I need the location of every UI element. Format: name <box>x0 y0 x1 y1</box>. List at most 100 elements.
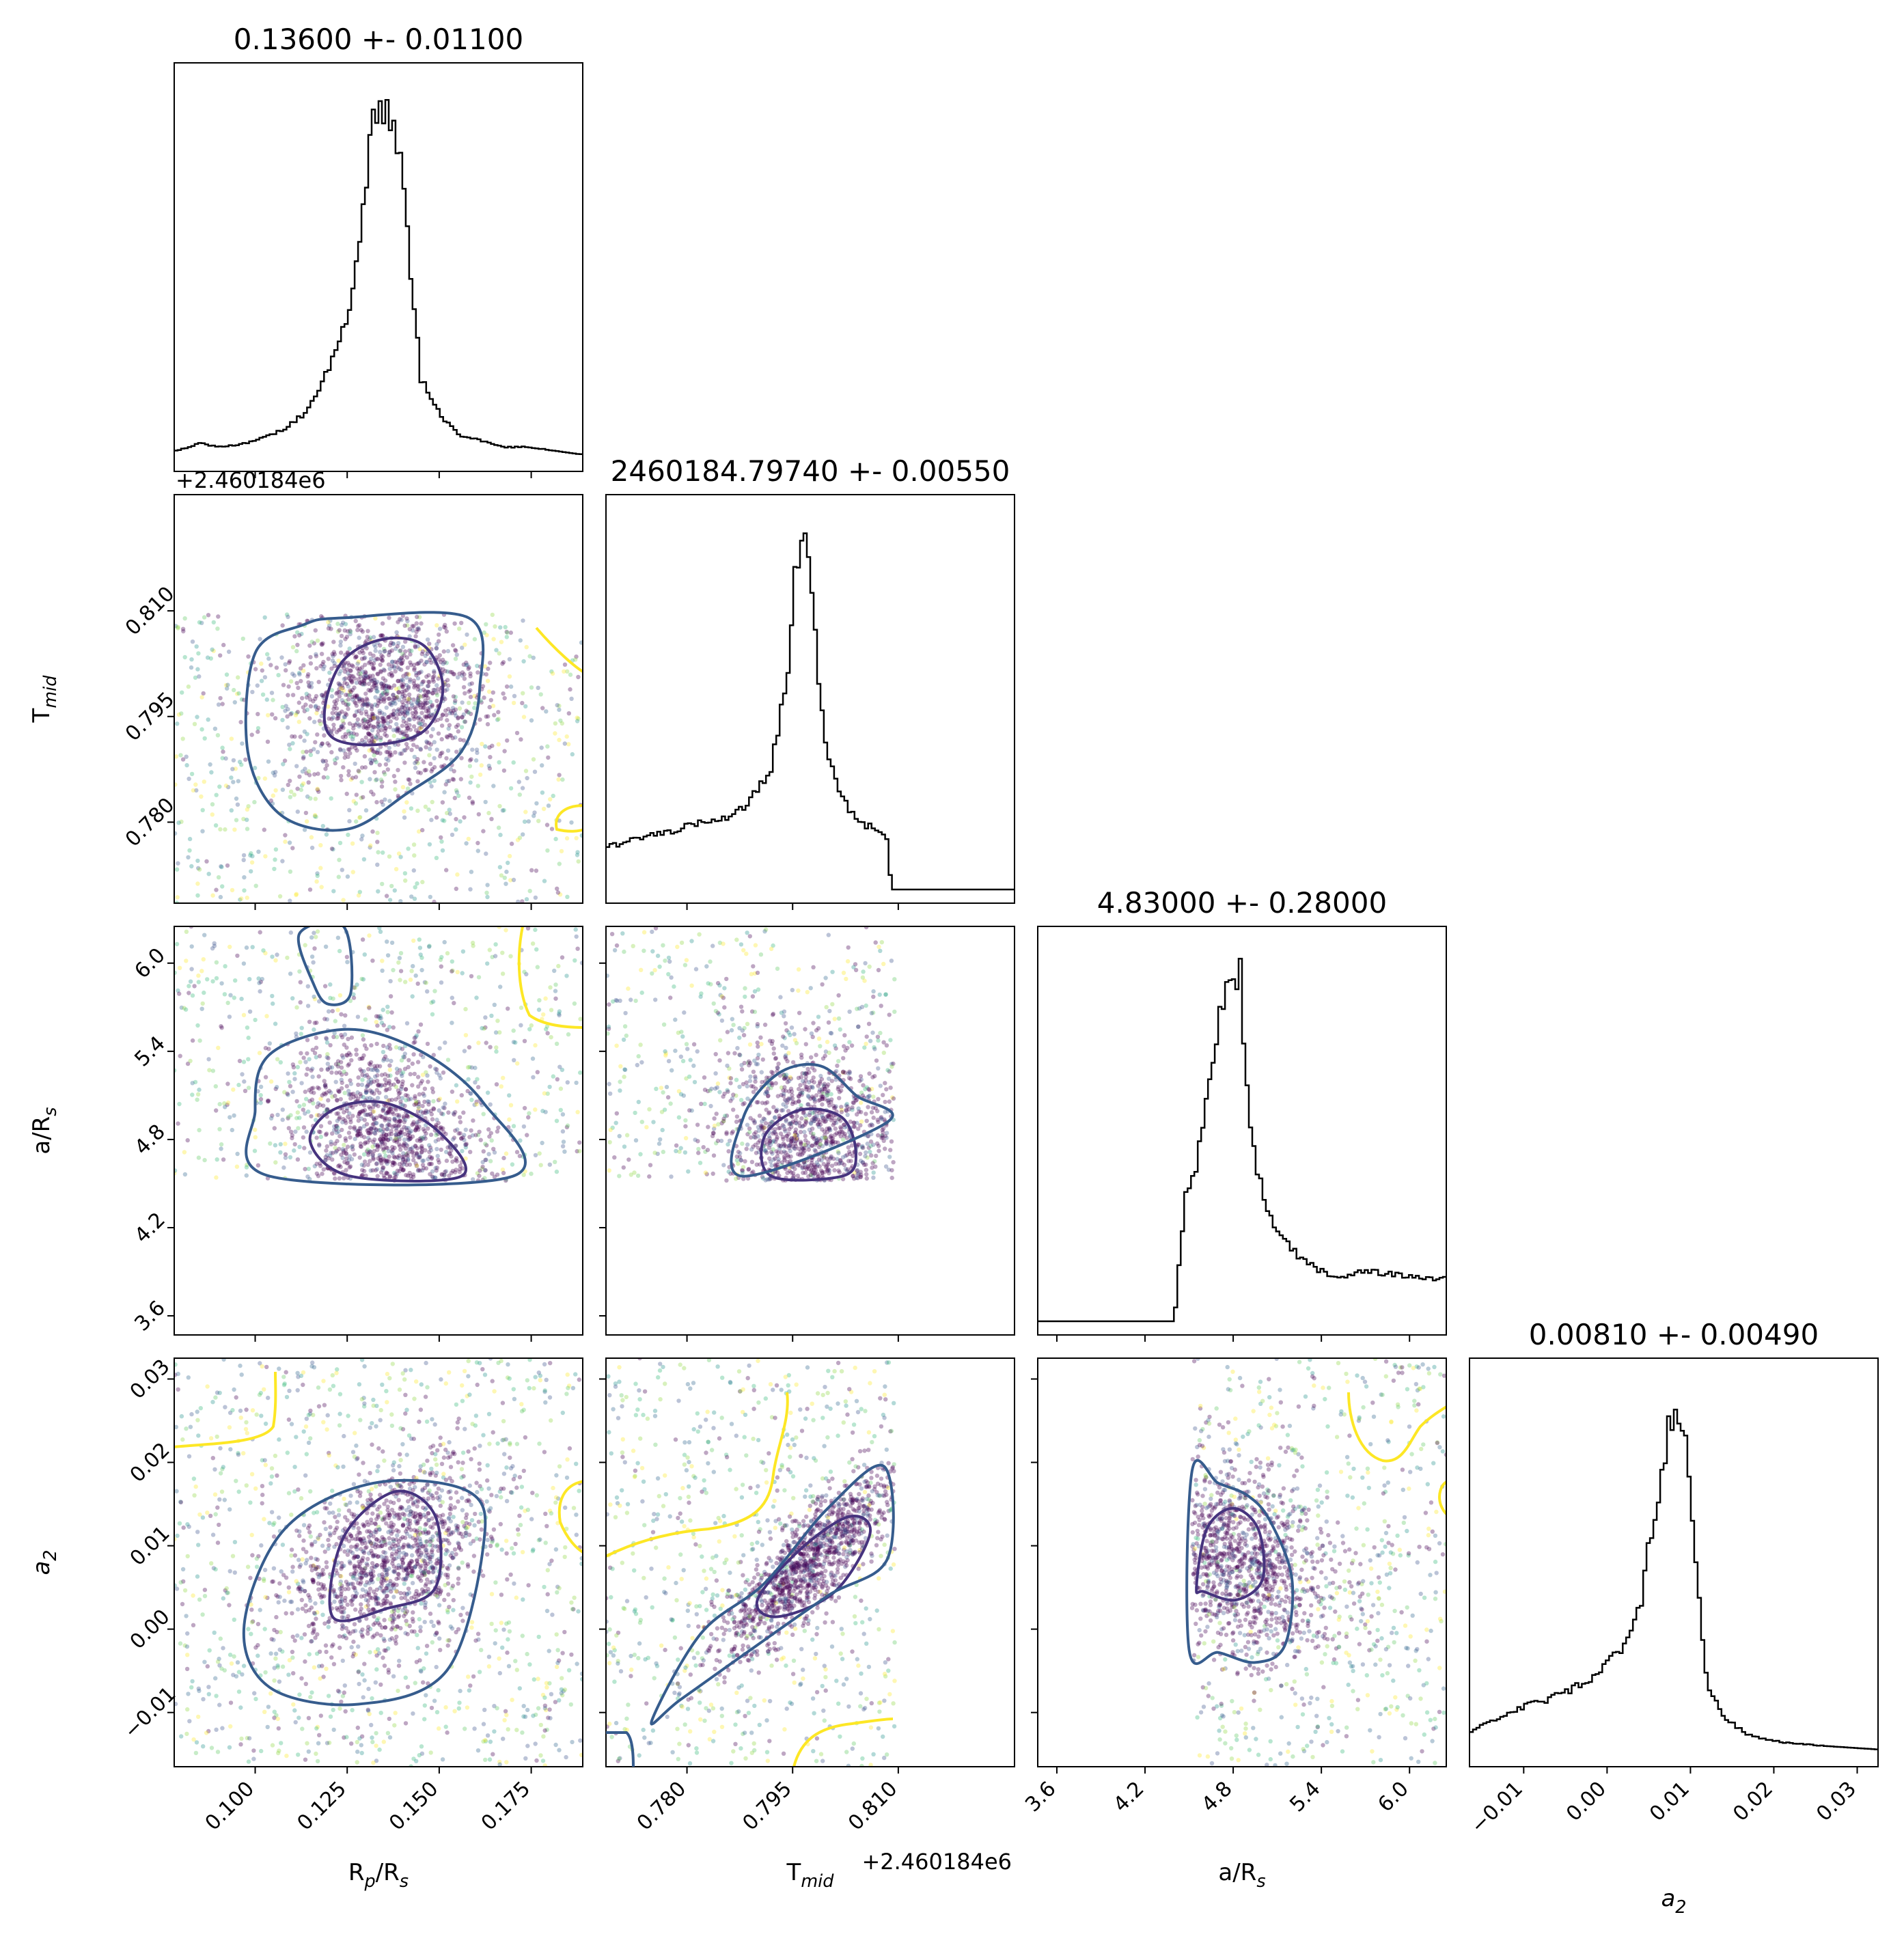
scatter-point <box>309 685 314 689</box>
scatter-point <box>327 716 331 721</box>
scatter-point <box>362 1118 367 1122</box>
scatter-point <box>421 1091 426 1097</box>
scatter-point <box>414 700 419 705</box>
scatter-point <box>443 1170 447 1174</box>
scatter-point <box>185 1137 190 1143</box>
scatter-point <box>381 1127 386 1132</box>
scatter-point <box>417 1153 422 1158</box>
scatter-point <box>239 896 244 901</box>
scatter-point <box>558 1107 563 1113</box>
scatter-point <box>237 760 243 764</box>
scatter-point <box>366 1079 371 1084</box>
scatter-point <box>826 1167 831 1172</box>
scatter-point <box>318 1103 322 1107</box>
scatter-point <box>346 671 350 676</box>
scatter-point <box>384 692 389 697</box>
scatter-point <box>459 725 465 730</box>
scatter-point <box>493 942 498 947</box>
scatter-point <box>196 651 201 656</box>
scatter-point <box>672 984 676 989</box>
scatter-point <box>497 760 501 765</box>
scatter-point <box>380 1123 385 1129</box>
scatter-point <box>488 755 493 760</box>
scatter-point <box>235 953 240 959</box>
scatter-point <box>286 706 290 712</box>
scatter-point <box>749 1009 755 1014</box>
scatter-point <box>661 1022 667 1027</box>
scatter-point <box>428 1145 433 1150</box>
scatter-point <box>373 616 378 621</box>
scatter-point <box>767 1135 772 1141</box>
scatter-point <box>379 1140 384 1145</box>
scatter-point <box>339 1032 344 1038</box>
scatter-point <box>426 741 431 745</box>
scatter-point <box>369 761 374 766</box>
scatter-point <box>372 749 377 755</box>
scatter-point <box>401 1142 406 1148</box>
scatter-point <box>362 952 367 957</box>
scatter-point <box>334 1112 339 1116</box>
scatter-point <box>400 685 405 689</box>
scatter-point <box>430 1090 436 1094</box>
scatter-point <box>884 1043 889 1048</box>
scatter-point <box>482 1176 487 1181</box>
scatter-point <box>511 1028 516 1033</box>
scatter-point <box>370 715 375 721</box>
scatter-point <box>368 1126 373 1131</box>
scatter-point <box>755 1056 760 1061</box>
scatter-point <box>719 1018 725 1023</box>
scatter-point <box>788 1097 792 1101</box>
scatter-point <box>341 1148 346 1153</box>
scatter-point <box>827 1114 832 1120</box>
scatter-point <box>812 1118 817 1124</box>
scatter-point <box>454 1552 458 1557</box>
scatter-point <box>195 893 200 898</box>
scatter-point <box>264 1014 269 1019</box>
scatter-point <box>507 853 512 859</box>
scatter-point <box>725 1030 730 1034</box>
scatter-point <box>324 1036 329 1042</box>
scatter-point <box>357 650 362 655</box>
scatter-point <box>385 689 389 693</box>
scatter-point <box>428 894 432 900</box>
scatter-point <box>349 663 355 668</box>
scatter-point <box>365 1082 370 1088</box>
scatter-point <box>858 1174 863 1179</box>
scatter-point <box>704 964 709 969</box>
scatter-point <box>325 775 330 780</box>
scatter-point <box>374 1115 379 1120</box>
scatter-point <box>471 943 475 948</box>
scatter-point <box>822 1087 827 1092</box>
scatter-point <box>745 1060 751 1065</box>
scatter-point <box>836 1085 841 1090</box>
scatter-point <box>335 756 340 760</box>
scatter-point <box>342 663 346 668</box>
scatter-point <box>322 1084 328 1088</box>
scatter-point <box>280 704 285 710</box>
scatter-point <box>575 719 580 723</box>
scatter-point <box>401 719 406 724</box>
scatter-point <box>734 1077 739 1082</box>
scatter-point <box>218 827 223 832</box>
scatter-point <box>752 971 758 976</box>
scatter-point <box>402 695 406 701</box>
scatter-point <box>717 983 722 988</box>
scatter-point <box>371 653 376 658</box>
scatter-point <box>632 1170 637 1175</box>
scatter-point <box>346 684 350 689</box>
scatter-point <box>511 700 516 706</box>
scatter-point <box>397 1142 402 1147</box>
scatter-point <box>368 1137 372 1143</box>
scatter-point <box>766 1093 771 1099</box>
scatter-point <box>400 1073 404 1078</box>
scatter-point <box>301 756 306 761</box>
scatter-point <box>408 1136 413 1142</box>
scatter-point <box>368 723 373 728</box>
scatter-point <box>692 1079 698 1085</box>
scatter-point <box>280 717 285 723</box>
scatter-point <box>458 1131 463 1136</box>
scatter-point <box>844 1108 849 1114</box>
scatter-point <box>368 1131 373 1136</box>
scatter-point <box>382 1158 387 1163</box>
scatter-point <box>697 932 702 937</box>
